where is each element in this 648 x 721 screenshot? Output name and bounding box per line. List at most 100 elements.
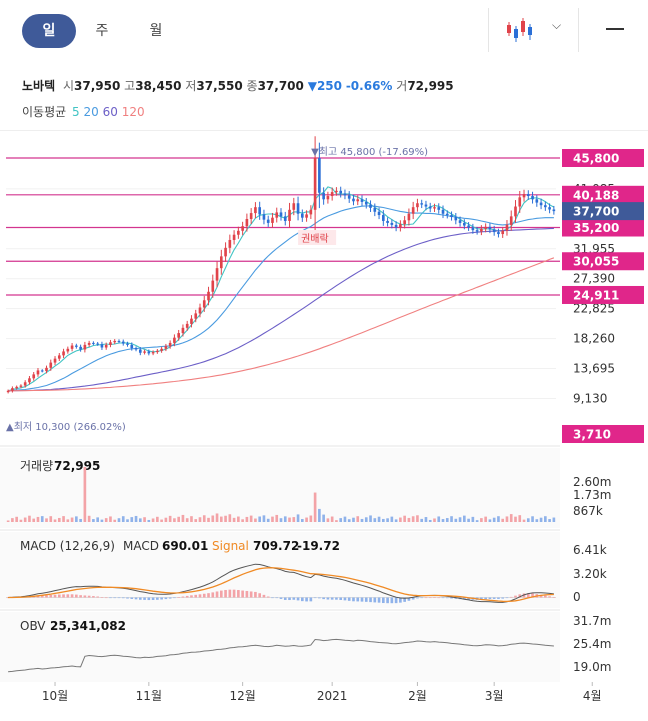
candle xyxy=(49,362,53,368)
tab-week[interactable]: 주 xyxy=(95,23,109,39)
volume-bar xyxy=(28,515,31,522)
volume-bar xyxy=(11,518,14,522)
tab-day[interactable]: 일 xyxy=(22,14,76,48)
level-badge xyxy=(562,185,644,204)
stock-chart[interactable]: 41,08531,95527,39022,82518,26013,6959,13… xyxy=(0,130,648,721)
candle xyxy=(224,247,227,257)
macd-histogram-bar xyxy=(416,597,419,599)
menu-icon[interactable] xyxy=(606,28,624,30)
macd-histogram-bar xyxy=(151,597,155,601)
volume-bar xyxy=(147,519,151,522)
signal-value: 709.72 xyxy=(253,539,299,553)
candle xyxy=(75,345,78,347)
macd-histogram-bar xyxy=(539,594,543,598)
macd-histogram-bar xyxy=(322,597,325,600)
macd-histogram-bar xyxy=(283,597,287,600)
macd-histogram-bar xyxy=(509,596,513,598)
candle xyxy=(62,351,65,356)
volume-bar xyxy=(104,518,108,522)
macd-histogram-bar xyxy=(198,594,202,598)
macd-histogram-bar xyxy=(45,595,48,598)
candle xyxy=(394,224,398,228)
macd-histogram-bar xyxy=(245,590,249,598)
candle xyxy=(475,230,479,232)
macd-histogram-bar xyxy=(522,593,526,598)
candle xyxy=(117,340,121,342)
volume-bar xyxy=(356,516,360,522)
macd-histogram-bar xyxy=(335,597,338,600)
volume-bar xyxy=(526,518,530,522)
candle xyxy=(544,205,547,208)
candle xyxy=(57,355,61,359)
macd-histogram-bar xyxy=(394,597,398,604)
level-badge-label: 35,200 xyxy=(573,221,619,235)
candle xyxy=(87,342,91,345)
macd-histogram-bar xyxy=(343,597,347,601)
macd-histogram-bar xyxy=(79,595,82,598)
macd-histogram-bar xyxy=(117,597,121,599)
volume-bar xyxy=(386,518,389,522)
volume-bar xyxy=(6,520,10,522)
macd-histogram-bar xyxy=(49,594,53,598)
obv-value: 25,341,082 xyxy=(50,619,126,633)
macd-histogram-bar xyxy=(399,597,402,603)
candle xyxy=(28,378,31,383)
macd-histogram-bar xyxy=(224,589,227,598)
candle xyxy=(121,341,125,344)
macd-histogram-bar xyxy=(168,597,172,599)
candle xyxy=(53,358,57,363)
volume-bar xyxy=(228,514,232,522)
volume-bar xyxy=(488,519,492,522)
volume-bar xyxy=(480,518,483,522)
candle xyxy=(420,203,424,205)
candle xyxy=(19,385,23,387)
candle xyxy=(279,212,283,217)
volume-bar xyxy=(309,515,313,522)
volume-bar xyxy=(126,519,129,522)
candle xyxy=(113,340,117,343)
volume-bar xyxy=(156,516,159,522)
candle xyxy=(232,234,236,240)
macd-histogram-bar xyxy=(83,595,87,598)
candle xyxy=(326,196,330,200)
candle xyxy=(450,215,453,218)
candle xyxy=(318,158,321,193)
current-price-label: 37,700 xyxy=(573,205,619,219)
volume-bar xyxy=(347,519,351,522)
macd-histogram-bar xyxy=(373,597,377,603)
candle xyxy=(390,222,394,225)
volume-bar xyxy=(458,517,462,522)
candle xyxy=(548,207,551,210)
macd-histogram-bar xyxy=(258,593,262,598)
volume-bar xyxy=(121,516,125,522)
volume-bar xyxy=(109,516,112,522)
macd-histogram-bar xyxy=(296,597,300,601)
volume-bar xyxy=(173,518,176,522)
macd-histogram-bar xyxy=(377,597,381,603)
volume-bar xyxy=(428,519,432,522)
candle xyxy=(126,343,129,345)
candle xyxy=(492,229,496,233)
macd-histogram-bar xyxy=(232,589,236,598)
macd-histogram-bar xyxy=(369,597,372,603)
macd-histogram-bar xyxy=(360,597,364,602)
candle xyxy=(156,350,159,353)
chevron-down-icon[interactable]: ⌵ xyxy=(552,18,562,32)
candle xyxy=(147,351,151,354)
candlestick-icon[interactable] xyxy=(505,16,533,44)
volume-bar xyxy=(40,516,44,522)
ma-20-line xyxy=(8,205,554,392)
volume-bar xyxy=(202,515,206,522)
candle xyxy=(151,352,155,354)
volume-bar xyxy=(262,515,266,522)
macd-histogram-bar xyxy=(428,597,432,599)
tab-month[interactable]: 월 xyxy=(149,23,163,39)
macd-histogram-bar xyxy=(211,592,215,598)
candle xyxy=(198,307,202,314)
candle xyxy=(138,349,142,353)
volume-bar xyxy=(32,518,36,522)
candle xyxy=(454,217,458,221)
candle xyxy=(428,206,432,209)
candle xyxy=(552,209,556,212)
x-axis-label: 2021 xyxy=(317,689,348,703)
